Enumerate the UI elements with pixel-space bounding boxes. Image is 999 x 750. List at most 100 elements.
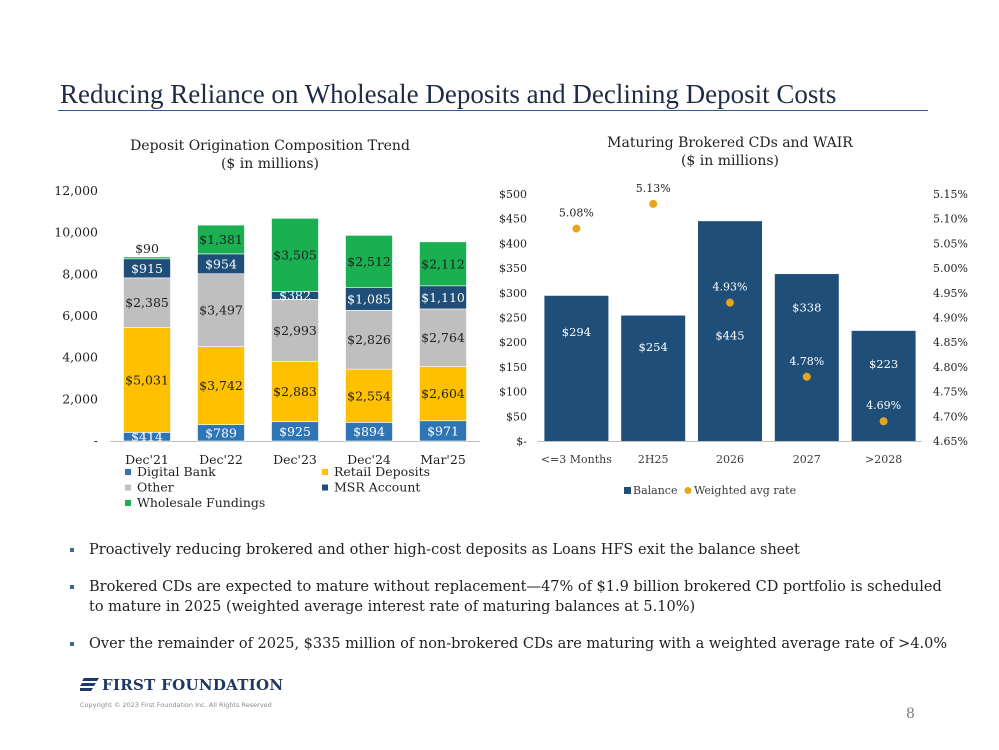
y-tick-label: $150 (499, 361, 527, 374)
data-label: $2,512 (347, 254, 391, 269)
y2-tick-label: 5.15% (933, 188, 968, 201)
data-label: $5,031 (125, 372, 169, 387)
x-tick-label: Mar'25 (420, 452, 466, 467)
bullet-marker (70, 642, 74, 646)
y2-tick-label: 4.95% (933, 287, 968, 300)
y-tick-label: $300 (499, 287, 527, 300)
data-label: $2,604 (421, 386, 465, 401)
data-label: $90 (135, 241, 159, 256)
y-tick-label: $450 (499, 213, 527, 226)
legend-swatch-balance (624, 487, 631, 494)
data-label: $2,385 (125, 295, 169, 310)
legend-swatch-rate (684, 487, 692, 494)
data-label: $894 (353, 424, 385, 439)
bar-segment-retail-deposits (271, 361, 319, 423)
y-tick-label: $50 (506, 410, 527, 423)
bar-segment-other (345, 309, 393, 370)
data-label: $925 (279, 424, 311, 439)
y2-tick-label: 4.80% (933, 361, 968, 374)
y-tick-label: $350 (499, 262, 527, 275)
rate-label: 4.78% (789, 355, 824, 368)
x-tick-label: <=3 Months (541, 453, 612, 466)
legend-label: Weighted avg rate (694, 484, 796, 497)
right-chart-title: Maturing Brokered CDs and WAIR (607, 135, 853, 151)
bar-balance (774, 274, 839, 441)
bar-segment-wholesale-fundings (197, 224, 245, 255)
bar-segment-other (123, 277, 171, 328)
x-tick-label: 2H25 (638, 453, 669, 466)
bullet-marker (70, 548, 74, 552)
x-tick-label: Dec'22 (199, 452, 243, 467)
data-label: $2,112 (421, 256, 465, 271)
legend-label: Retail Deposits (334, 464, 430, 479)
bar-balance (544, 295, 609, 441)
data-label: $1,110 (421, 290, 465, 305)
rate-point (726, 298, 734, 307)
data-label: $915 (131, 261, 163, 276)
legend-label: Wholesale Fundings (137, 495, 265, 510)
y-tick-label: 2,000 (62, 391, 98, 406)
title-divider (58, 110, 928, 111)
data-label: $954 (205, 256, 237, 271)
left-chart-subtitle: ($ in millions) (220, 156, 320, 172)
rate-point (649, 199, 658, 208)
left-chart-title: Deposit Origination Composition Trend (130, 138, 410, 154)
x-tick-label: Dec'24 (347, 452, 391, 467)
data-label: $789 (205, 425, 237, 440)
y-tick-label: $500 (499, 188, 527, 201)
bar-segment-wholesale-fundings (419, 241, 467, 287)
right-chart-subtitle: ($ in millions) (680, 153, 780, 169)
charts-canvas: - 2,000 4,000 6,000 8,000 10,000 12,000 $414 $5,… (54, 182, 968, 510)
bar-segment-wholesale-fundings (123, 256, 171, 260)
x-tick-label: Dec'21 (125, 452, 169, 467)
data-label: $3,742 (199, 378, 243, 393)
data-label: $3,497 (199, 303, 243, 318)
y2-tick-label: 4.90% (933, 312, 968, 325)
rate-label: 4.69% (866, 399, 901, 412)
y-tick-label: 10,000 (54, 225, 98, 240)
rate-point (879, 417, 888, 426)
y-tick-label: $400 (499, 237, 527, 250)
bullet-item: Proactively reducing brokered and other … (70, 540, 950, 560)
y2-tick-label: 4.75% (933, 386, 968, 399)
bar-segment-other (271, 299, 319, 362)
data-label: $445 (715, 328, 744, 342)
bullet-item: Brokered CDs are expected to mature with… (70, 577, 950, 617)
data-label: $971 (427, 423, 459, 438)
y-tick-label: $200 (499, 336, 527, 349)
data-label: $2,826 (347, 332, 391, 347)
data-label: $2,883 (273, 384, 317, 399)
data-label: $2,764 (421, 330, 465, 345)
bullet-item: Over the remainder of 2025, $335 million… (70, 634, 950, 654)
y-tick-label: - (94, 433, 98, 448)
bullet-text: Proactively reducing brokered and other … (89, 542, 800, 558)
data-label: $223 (869, 357, 898, 371)
x-tick-label: 2026 (716, 453, 744, 466)
y-tick-label: $250 (499, 312, 527, 325)
bar-segment-retail-deposits (123, 327, 171, 433)
bar-segment-wholesale-fundings (271, 218, 319, 292)
data-label: $3,505 (273, 247, 317, 262)
y-tick-label: 6,000 (62, 308, 98, 323)
y2-tick-label: 5.00% (933, 262, 968, 275)
y-tick-label: $100 (499, 386, 527, 399)
legend-label: Other (137, 480, 174, 495)
data-label: $2,554 (347, 388, 391, 403)
bar-segment-other (419, 308, 467, 367)
logo-text: FIRST FOUNDATION (102, 676, 284, 694)
legend-label: MSR Account (334, 480, 420, 495)
legend-swatch-retail-deposits (322, 469, 328, 475)
rate-label: 5.13% (636, 182, 671, 195)
y-tick-label: 8,000 (62, 266, 98, 281)
bullet-text: Brokered CDs are expected to mature with… (89, 579, 942, 615)
y2-tick-label: 4.65% (933, 435, 968, 448)
data-label: $254 (639, 340, 668, 354)
right-chart-title-block: Maturing Brokered CDs and WAIR ($ in mil… (530, 134, 930, 170)
legend-label: Balance (633, 484, 677, 497)
copyright-text: Copyright © 2023 First Foundation Inc. A… (80, 701, 272, 709)
rate-label: 4.93% (713, 281, 748, 294)
legend-swatch-wholesale-fundings (125, 500, 131, 506)
page-number: 8 (906, 706, 915, 722)
bullet-text: Over the remainder of 2025, $335 million… (89, 636, 948, 652)
y-tick-label: 12,000 (54, 183, 98, 198)
